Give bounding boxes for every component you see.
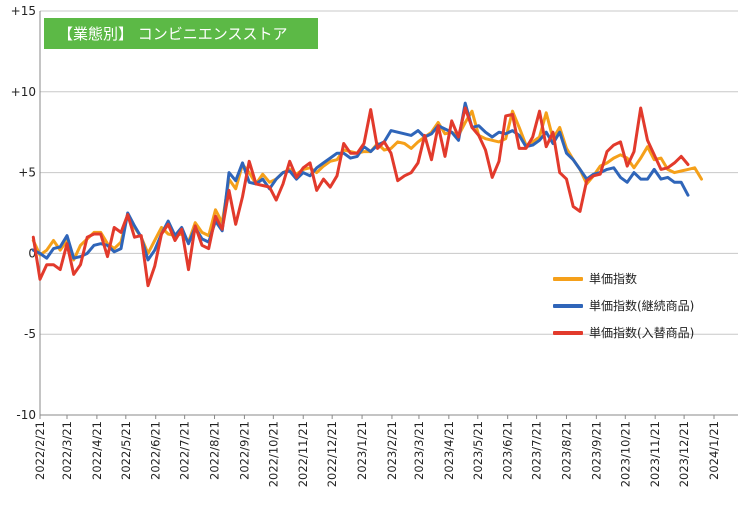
- x-tick-label: 2022/9/21: [237, 421, 251, 480]
- legend-swatch-continuing-products: [553, 303, 583, 308]
- x-tick-label: 2022/5/21: [119, 421, 133, 480]
- legend-label: 単価指数(継続商品): [589, 299, 695, 313]
- x-tick-label: 2022/7/21: [178, 421, 192, 480]
- x-tick-label: 2023/3/21: [412, 421, 426, 480]
- legend: 単価指数 単価指数(継続商品) 単価指数(入替商品): [553, 270, 694, 351]
- y-axis-ticks: +15 +10 +5 0 -5 -10: [11, 4, 36, 422]
- axes: [39, 11, 738, 416]
- x-tick-label: 2022/2/21: [33, 421, 47, 480]
- x-tick-label: 2023/1/21: [355, 421, 369, 480]
- series-line-2: [31, 106, 690, 288]
- x-axis-ticks: 2022/2/21 2022/3/21 2022/4/21 2022/5/21 2022…: [33, 415, 721, 487]
- x-tick-label: 2023/2/21: [385, 421, 399, 480]
- x-tick-label: 2023/11/21: [648, 421, 662, 487]
- x-tick-label: 2022/10/21: [266, 421, 280, 487]
- x-tick-label: 2022/6/21: [149, 421, 163, 480]
- legend-label: 単価指数: [589, 272, 638, 286]
- y-tick-label: -10: [16, 408, 36, 422]
- x-tick-label: 2023/9/21: [589, 421, 603, 480]
- x-tick-label: 2022/4/21: [90, 421, 104, 480]
- x-tick-label: 2023/8/21: [559, 421, 573, 480]
- legend-swatch-unit-price-index: [553, 276, 583, 281]
- legend-swatch-replaced-products: [553, 330, 583, 335]
- x-tick-label: 2023/4/21: [442, 421, 456, 480]
- y-tick-label: +10: [11, 85, 36, 99]
- x-tick-label: 2023/10/21: [618, 421, 632, 487]
- x-tick-label: 2023/5/21: [471, 421, 485, 480]
- series-lines: [31, 101, 703, 288]
- y-tick-label: -5: [24, 327, 36, 341]
- x-tick-label: 2023/7/21: [530, 421, 544, 480]
- x-tick-label: 2022/12/21: [325, 421, 339, 487]
- y-tick-label: 0: [28, 246, 36, 260]
- chart-title-text: 【業態別】 コンビニエンスストア: [58, 25, 288, 43]
- legend-item-replaced-products: 単価指数(入替商品): [553, 324, 694, 341]
- legend-item-continuing-products: 単価指数(継続商品): [553, 297, 694, 314]
- y-tick-label: +5: [18, 166, 36, 180]
- y-tick-label: +15: [11, 4, 36, 18]
- x-tick-label: 2022/8/21: [208, 421, 222, 480]
- x-tick-label: 2022/11/21: [296, 421, 310, 487]
- legend-label: 単価指数(入替商品): [589, 326, 695, 340]
- gridlines: [40, 10, 738, 416]
- legend-item-unit-price-index: 単価指数: [553, 270, 694, 287]
- x-tick-label: 2024/1/21: [707, 421, 721, 480]
- chart-title: 【業態別】 コンビニエンスストア: [44, 18, 318, 49]
- x-tick-label: 2023/12/21: [677, 421, 691, 487]
- x-tick-label: 2022/3/21: [60, 421, 74, 480]
- x-tick-label: 2023/6/21: [501, 421, 515, 480]
